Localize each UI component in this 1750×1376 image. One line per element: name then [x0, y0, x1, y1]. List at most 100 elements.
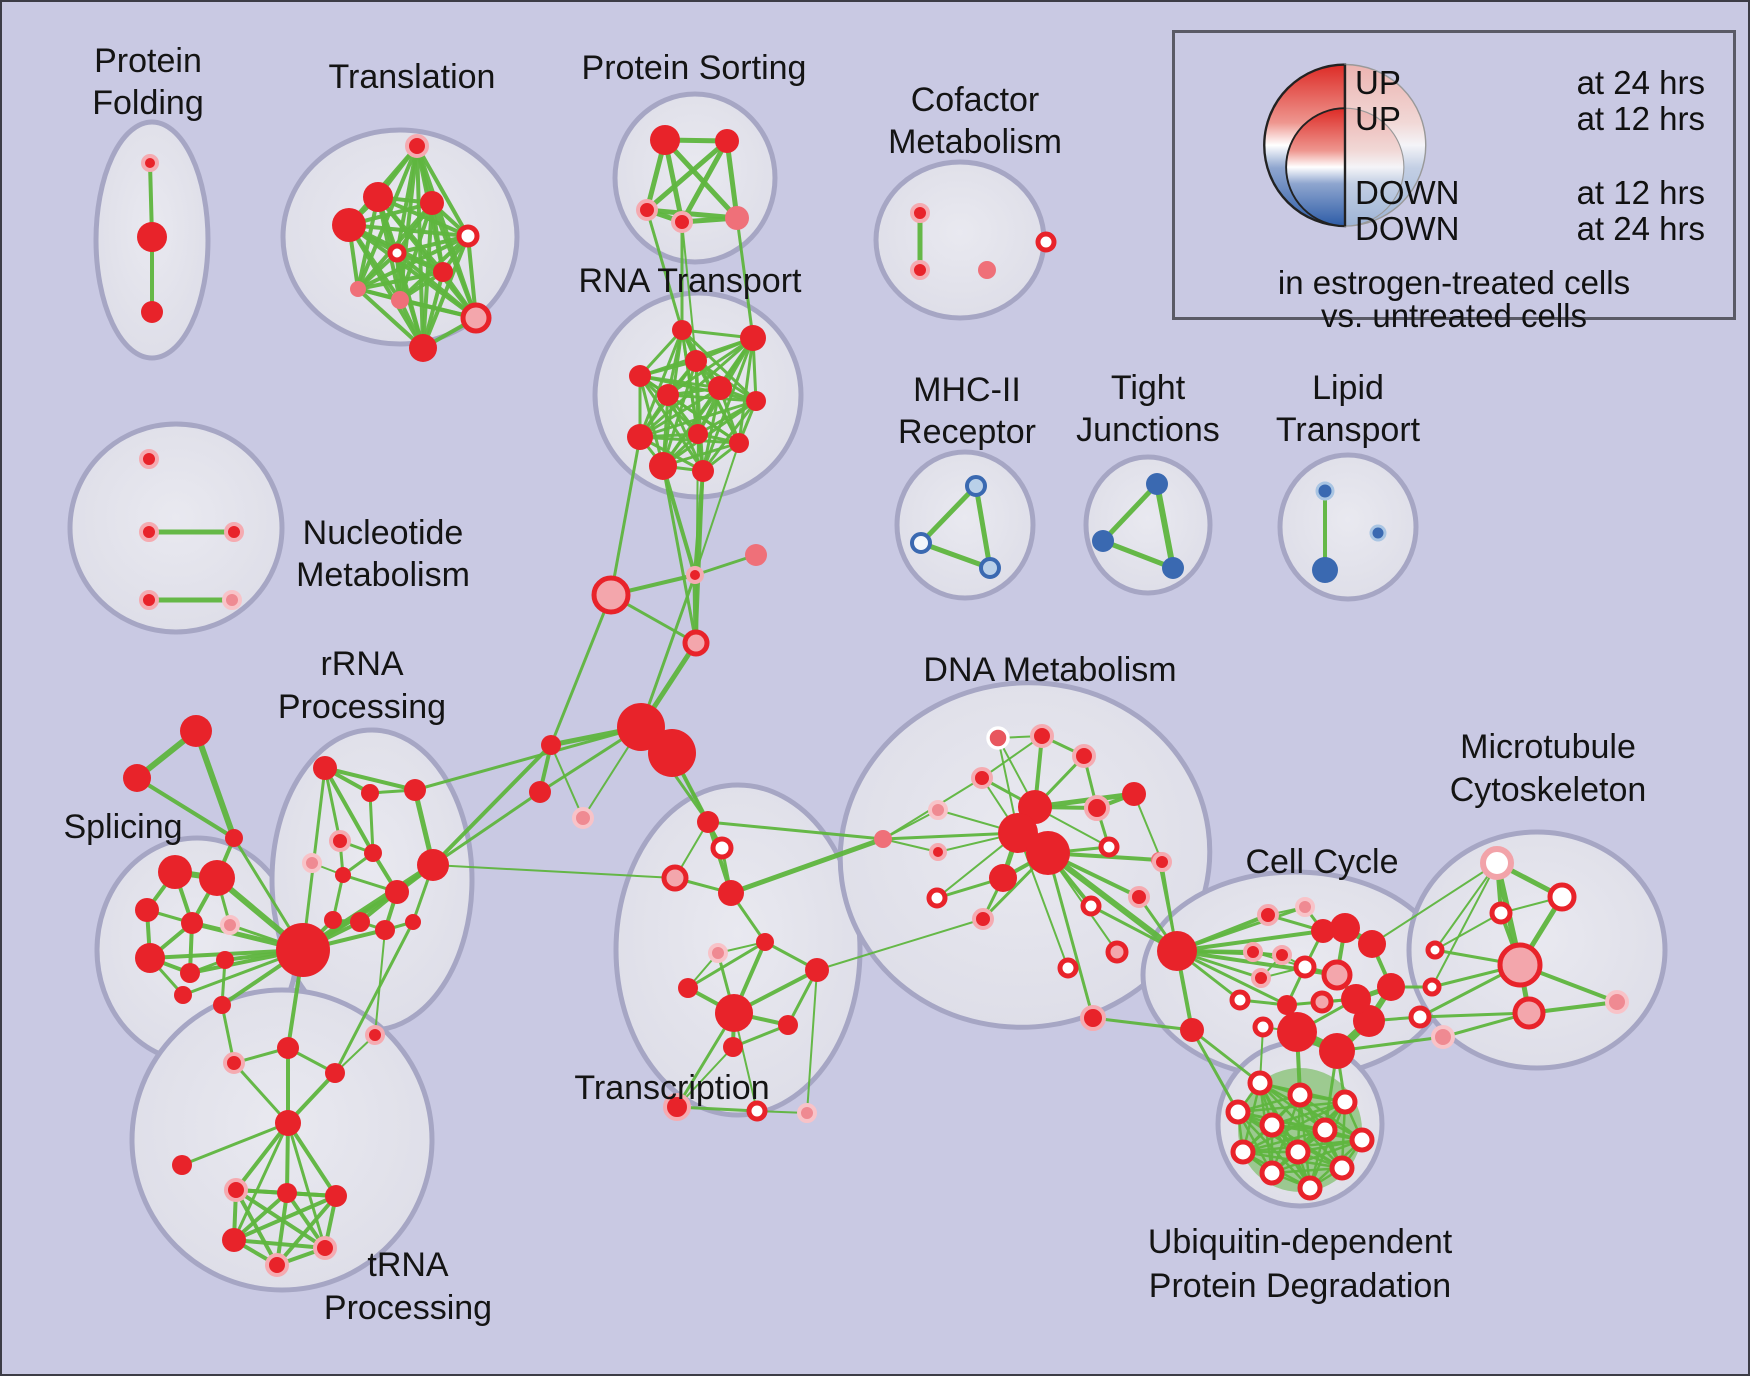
- network-node: [325, 1185, 347, 1207]
- network-node: [417, 849, 449, 881]
- network-edge: [701, 399, 758, 473]
- cluster-label-microtubule-cytoskeleton: Microtubule: [1460, 728, 1636, 766]
- cluster-ellipse-protein-sorting: [612, 91, 778, 265]
- cluster-label-trna-processing: Processing: [324, 1289, 492, 1327]
- network-node: [1431, 1025, 1455, 1049]
- network-edge: [706, 820, 885, 841]
- network-edge: [1175, 949, 1289, 1007]
- network-node: [313, 1236, 337, 1260]
- network-node: [729, 433, 749, 453]
- network-edge: [1431, 862, 1498, 988]
- network-edge: [661, 464, 698, 645]
- network-edge: [680, 328, 758, 403]
- network-edge: [638, 374, 705, 473]
- network-node: [1489, 901, 1513, 925]
- network-edge: [1308, 1100, 1347, 1190]
- network-node: [332, 208, 366, 242]
- network-edge: [1270, 1138, 1364, 1175]
- network-edge: [638, 386, 722, 439]
- network-node: [929, 843, 947, 861]
- network-node: [1330, 913, 1360, 943]
- cluster-label-microtubule-cytoskeleton: Cytoskeleton: [1450, 771, 1647, 809]
- network-node: [928, 800, 948, 820]
- network-node: [1162, 557, 1184, 579]
- network-node: [1122, 782, 1146, 806]
- network-node: [672, 320, 692, 340]
- network-node: [433, 262, 453, 282]
- network-edge: [728, 836, 886, 896]
- network-node: [350, 912, 370, 932]
- network-edge: [1046, 851, 1095, 1020]
- network-node: [715, 129, 739, 153]
- network-node: [657, 384, 679, 406]
- network-node: [797, 1103, 817, 1123]
- cluster-ellipse-nucleotide-metabolism: [67, 421, 285, 635]
- network-node: [745, 544, 767, 566]
- network-edge: [1133, 793, 1163, 863]
- network-node: [1312, 1117, 1338, 1143]
- network-node: [1287, 1082, 1313, 1108]
- cluster-label-cell-cycle: Cell Cycle: [1245, 843, 1398, 881]
- network-node: [350, 281, 366, 297]
- network-node: [636, 199, 658, 221]
- network-node: [627, 424, 653, 450]
- network-edge: [881, 831, 1020, 841]
- network-node: [139, 449, 159, 469]
- network-edge: [1190, 1028, 1240, 1114]
- network-edge: [1045, 850, 1180, 954]
- network-node: [363, 182, 393, 212]
- network-node: [139, 590, 159, 610]
- network-node: [1152, 852, 1172, 872]
- network-node: [1259, 1160, 1285, 1186]
- cluster-label-ubiquitin-degradation: Ubiquitin-dependent: [1148, 1223, 1453, 1261]
- network-node: [1512, 996, 1546, 1030]
- legend-up-24-label: UP: [1355, 64, 1401, 101]
- cluster-label-translation: Translation: [329, 58, 496, 96]
- network-node: [1425, 940, 1445, 960]
- network-node: [671, 211, 693, 233]
- network-node: [277, 1183, 297, 1203]
- network-node: [529, 781, 551, 803]
- network-edge: [413, 725, 643, 792]
- network-node: [1605, 990, 1629, 1014]
- network-node: [629, 365, 651, 387]
- network-node: [313, 756, 337, 780]
- cluster-label-protein-folding: Folding: [92, 84, 204, 122]
- network-edge: [431, 743, 553, 867]
- network-node: [725, 206, 749, 230]
- cluster-label-protein-sorting: Protein Sorting: [582, 49, 807, 87]
- cluster-label-transcription: Transcription: [574, 1069, 769, 1107]
- network-edge: [550, 744, 584, 819]
- network-edge: [644, 138, 730, 213]
- network-edge: [816, 918, 984, 971]
- cluster-ellipse-microtubule-cytoskeleton: [1406, 829, 1668, 1071]
- legend-inner-right-half: [1344, 107, 1405, 227]
- legend-up-12-time: at 12 hrs: [1576, 100, 1705, 137]
- network-node: [135, 898, 159, 922]
- network-node: [1225, 1099, 1251, 1125]
- network-node: [649, 452, 677, 480]
- network-node: [405, 134, 429, 158]
- network-node: [1257, 904, 1279, 926]
- network-edge: [1091, 1016, 1194, 1032]
- cluster-label-ubiquitin-degradation: Protein Degradation: [1149, 1267, 1451, 1305]
- network-node: [978, 261, 996, 279]
- network-edge: [724, 138, 740, 221]
- network-node: [1128, 886, 1150, 908]
- legend-down-24-time: at 24 hrs: [1576, 210, 1705, 247]
- cluster-label-tight-junctions: Tight: [1111, 369, 1186, 407]
- network-node: [405, 914, 421, 930]
- cluster-ellipse-lipid-transport: [1277, 452, 1419, 602]
- cluster-label-cofactor-metabolism: Cofactor: [911, 81, 1040, 119]
- legend: UP at 24 hrs UP at 12 hrs DOWN at 12 hrs…: [1172, 30, 1736, 334]
- network-edge: [918, 483, 979, 546]
- network-node: [692, 460, 714, 482]
- network-edge: [1190, 1028, 1262, 1085]
- network-node: [456, 224, 480, 248]
- network-node: [387, 243, 407, 263]
- cluster-label-protein-folding: Protein: [94, 42, 202, 80]
- network-edge: [1371, 862, 1498, 945]
- network-node: [746, 1100, 768, 1122]
- network-node: [1349, 1127, 1375, 1153]
